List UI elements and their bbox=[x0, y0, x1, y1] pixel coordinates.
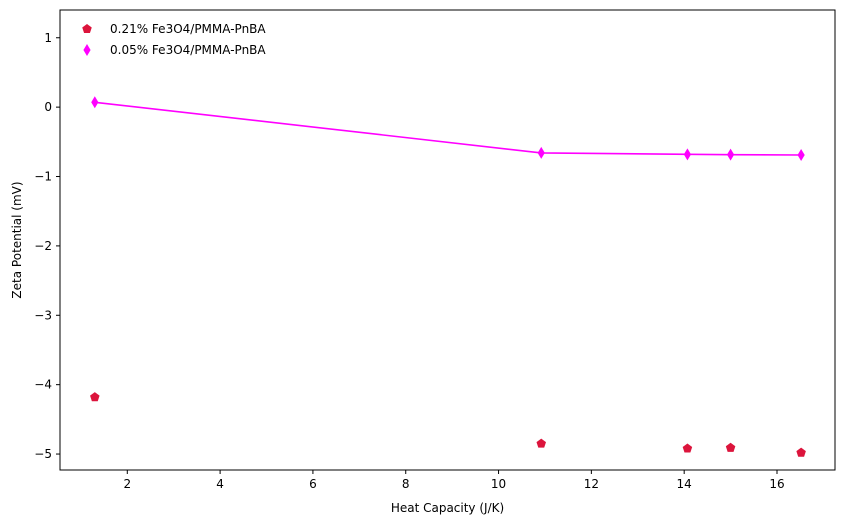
legend-label: 0.05% Fe3O4/PMMA-PnBA bbox=[110, 43, 266, 57]
legend: 0.21% Fe3O4/PMMA-PnBA 0.05% Fe3O4/PMMA-P… bbox=[82, 22, 266, 57]
legend-entry: 0.21% Fe3O4/PMMA-PnBA bbox=[82, 22, 266, 36]
series-line bbox=[94, 101, 802, 156]
x-tick-label: 14 bbox=[677, 477, 692, 491]
data-point bbox=[725, 442, 736, 452]
legend-entry: 0.05% Fe3O4/PMMA-PnBA bbox=[83, 43, 266, 57]
data-point bbox=[91, 96, 99, 109]
data-point bbox=[683, 148, 692, 161]
data-point bbox=[726, 148, 735, 161]
y-tick-label: −5 bbox=[34, 447, 52, 461]
data-point bbox=[537, 146, 545, 159]
data-point bbox=[797, 149, 805, 162]
x-tick-label: 10 bbox=[491, 477, 506, 491]
y-tick-label: −4 bbox=[34, 378, 52, 392]
y-tick-label: 0 bbox=[44, 100, 52, 114]
legend-label: 0.21% Fe3O4/PMMA-PnBA bbox=[110, 22, 266, 36]
y-tick-label: 1 bbox=[44, 31, 52, 45]
series-1 bbox=[90, 392, 806, 457]
x-tick-label: 12 bbox=[584, 477, 599, 491]
x-tick-label: 2 bbox=[123, 477, 131, 491]
data-point bbox=[682, 443, 693, 453]
data-point bbox=[536, 438, 546, 448]
x-tick-label: 8 bbox=[402, 477, 410, 491]
x-axis-label: Heat Capacity (J/K) bbox=[391, 501, 504, 515]
x-tick-label: 16 bbox=[769, 477, 784, 491]
series-layer bbox=[90, 96, 806, 457]
legend-marker bbox=[83, 44, 91, 56]
plot-frame bbox=[59, 9, 836, 471]
y-tick-label: −1 bbox=[34, 170, 52, 184]
y-tick-label: −2 bbox=[34, 239, 52, 253]
y-tick-label: −3 bbox=[34, 308, 52, 322]
legend-marker-glyph bbox=[83, 44, 91, 56]
data-point bbox=[90, 392, 100, 402]
legend-marker-glyph bbox=[82, 24, 92, 34]
series-2 bbox=[91, 96, 805, 162]
data-point bbox=[796, 447, 806, 457]
x-tick-label: 4 bbox=[216, 477, 224, 491]
x-tick-label: 6 bbox=[309, 477, 317, 491]
legend-marker bbox=[82, 24, 92, 34]
y-axis-label: Zeta Potential (mV) bbox=[10, 181, 24, 298]
